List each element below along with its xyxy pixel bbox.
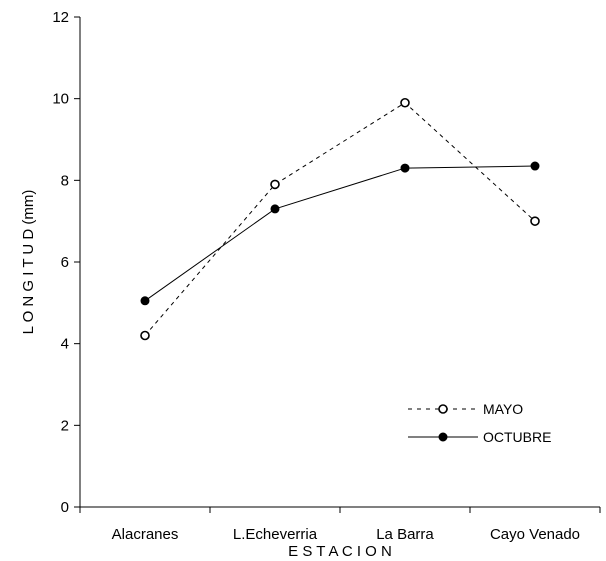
x-axis-title: E S T A C I O N xyxy=(288,543,392,560)
data-point xyxy=(140,330,150,341)
x-tick-label: L.Echeverria xyxy=(233,526,318,543)
series-line xyxy=(144,165,536,302)
y-axis-ticks: 0 2 4 6 8 10 12 xyxy=(52,9,80,516)
data-point xyxy=(400,97,410,108)
y-tick-label: 10 xyxy=(52,91,69,108)
data-point xyxy=(530,216,540,226)
data-point xyxy=(270,179,280,190)
y-tick-label: 6 xyxy=(61,254,69,271)
series-mayo xyxy=(140,97,540,341)
y-tick-label: 0 xyxy=(61,499,69,516)
y-tick-label: 4 xyxy=(61,336,69,353)
x-tick-label: Alacranes xyxy=(112,526,179,543)
y-axis-title: L O N G I T U D (mm) xyxy=(20,190,37,335)
y-tick-label: 2 xyxy=(61,417,69,434)
legend-label: OCTUBRE xyxy=(483,429,551,445)
legend-marker xyxy=(438,404,448,414)
legend-marker xyxy=(438,432,448,442)
x-tick-label: Cayo Venado xyxy=(490,526,580,543)
chart-legend: MAYO OCTUBRE xyxy=(408,401,551,445)
chart-series xyxy=(140,97,540,341)
data-point xyxy=(140,296,150,306)
y-tick-label: 12 xyxy=(52,9,69,26)
series-octubre xyxy=(140,161,540,306)
data-point xyxy=(530,161,540,171)
legend-label: MAYO xyxy=(483,401,523,417)
data-point xyxy=(270,204,280,214)
series-line xyxy=(144,102,536,336)
data-point xyxy=(400,163,410,173)
x-axis-ticks: Alacranes L.Echeverria La Barra Cayo Venado xyxy=(79,507,601,543)
x-tick-label: La Barra xyxy=(376,526,434,543)
y-tick-label: 8 xyxy=(61,172,69,189)
